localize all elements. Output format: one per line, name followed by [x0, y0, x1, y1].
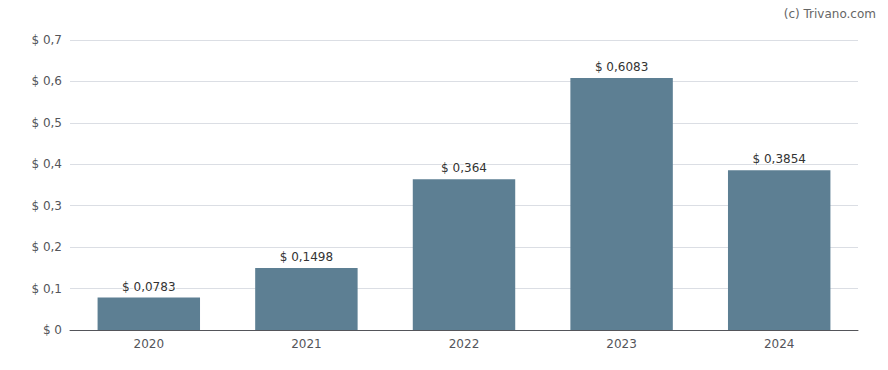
svg-text:$ 0,6: $ 0,6 — [31, 74, 62, 88]
svg-text:$ 0,6083: $ 0,6083 — [595, 60, 648, 74]
svg-text:$ 0,364: $ 0,364 — [441, 161, 487, 175]
svg-text:$ 0,5: $ 0,5 — [31, 116, 62, 130]
svg-text:2024: 2024 — [764, 337, 795, 351]
svg-text:$ 0,7: $ 0,7 — [31, 33, 62, 47]
svg-text:$ 0,2: $ 0,2 — [31, 240, 62, 254]
svg-text:$ 0,0783: $ 0,0783 — [122, 280, 175, 294]
svg-text:2021: 2021 — [291, 337, 322, 351]
svg-text:$ 0,3854: $ 0,3854 — [752, 152, 805, 166]
svg-text:2022: 2022 — [449, 337, 480, 351]
svg-text:$ 0,1: $ 0,1 — [31, 282, 62, 296]
svg-text:2023: 2023 — [606, 337, 637, 351]
svg-text:2020: 2020 — [134, 337, 165, 351]
svg-text:$ 0,4: $ 0,4 — [31, 157, 62, 171]
svg-text:$ 0,3: $ 0,3 — [31, 199, 62, 213]
svg-text:$ 0,1498: $ 0,1498 — [280, 250, 333, 264]
svg-text:(c) Trivano.com: (c) Trivano.com — [784, 7, 876, 21]
svg-text:$ 0: $ 0 — [43, 323, 62, 337]
